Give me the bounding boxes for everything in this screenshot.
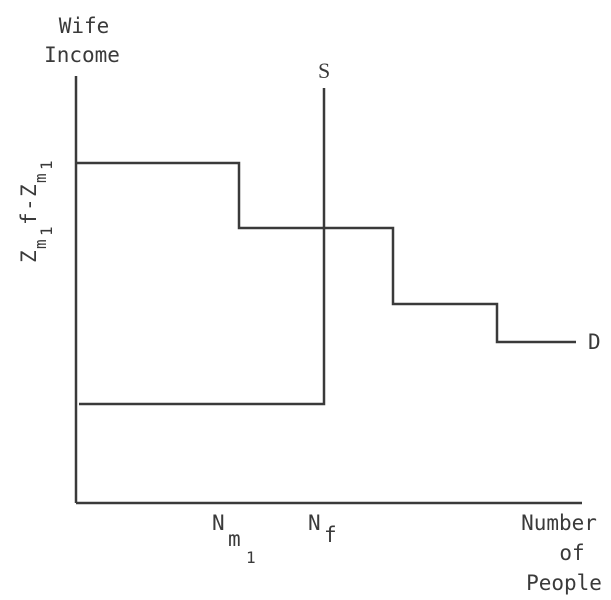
svg-text:m: m (228, 527, 241, 551)
svg-text:N: N (308, 511, 321, 535)
svg-text:-: - (17, 198, 41, 211)
svg-text:m: m (31, 239, 50, 249)
x-tick-nm1: N m 1 (212, 511, 256, 567)
supply-curve (79, 88, 326, 406)
svg-text:m: m (31, 173, 50, 183)
svg-text:N: N (212, 511, 225, 535)
supply-label: S (318, 58, 330, 83)
y-axis-tick-label: Z m 1 f - Z m 1 (17, 160, 56, 263)
x-axis-label-line2: of (559, 541, 584, 565)
svg-text:1: 1 (37, 226, 56, 236)
demand-label: D (588, 330, 601, 354)
x-axis-label-line1: Number (521, 511, 597, 535)
y-axis-label-line1: Wife (59, 14, 110, 38)
svg-text:1: 1 (37, 160, 56, 170)
y-axis-label-line2: Income (44, 43, 120, 67)
svg-text:f: f (17, 212, 41, 225)
svg-text:Z: Z (17, 250, 41, 263)
demand-curve (76, 161, 576, 344)
svg-text:f: f (324, 523, 337, 547)
x-axis-label-line3: People (526, 571, 602, 595)
x-tick-nf: N f (308, 511, 337, 547)
svg-text:Z: Z (17, 184, 41, 197)
svg-text:1: 1 (246, 548, 256, 567)
